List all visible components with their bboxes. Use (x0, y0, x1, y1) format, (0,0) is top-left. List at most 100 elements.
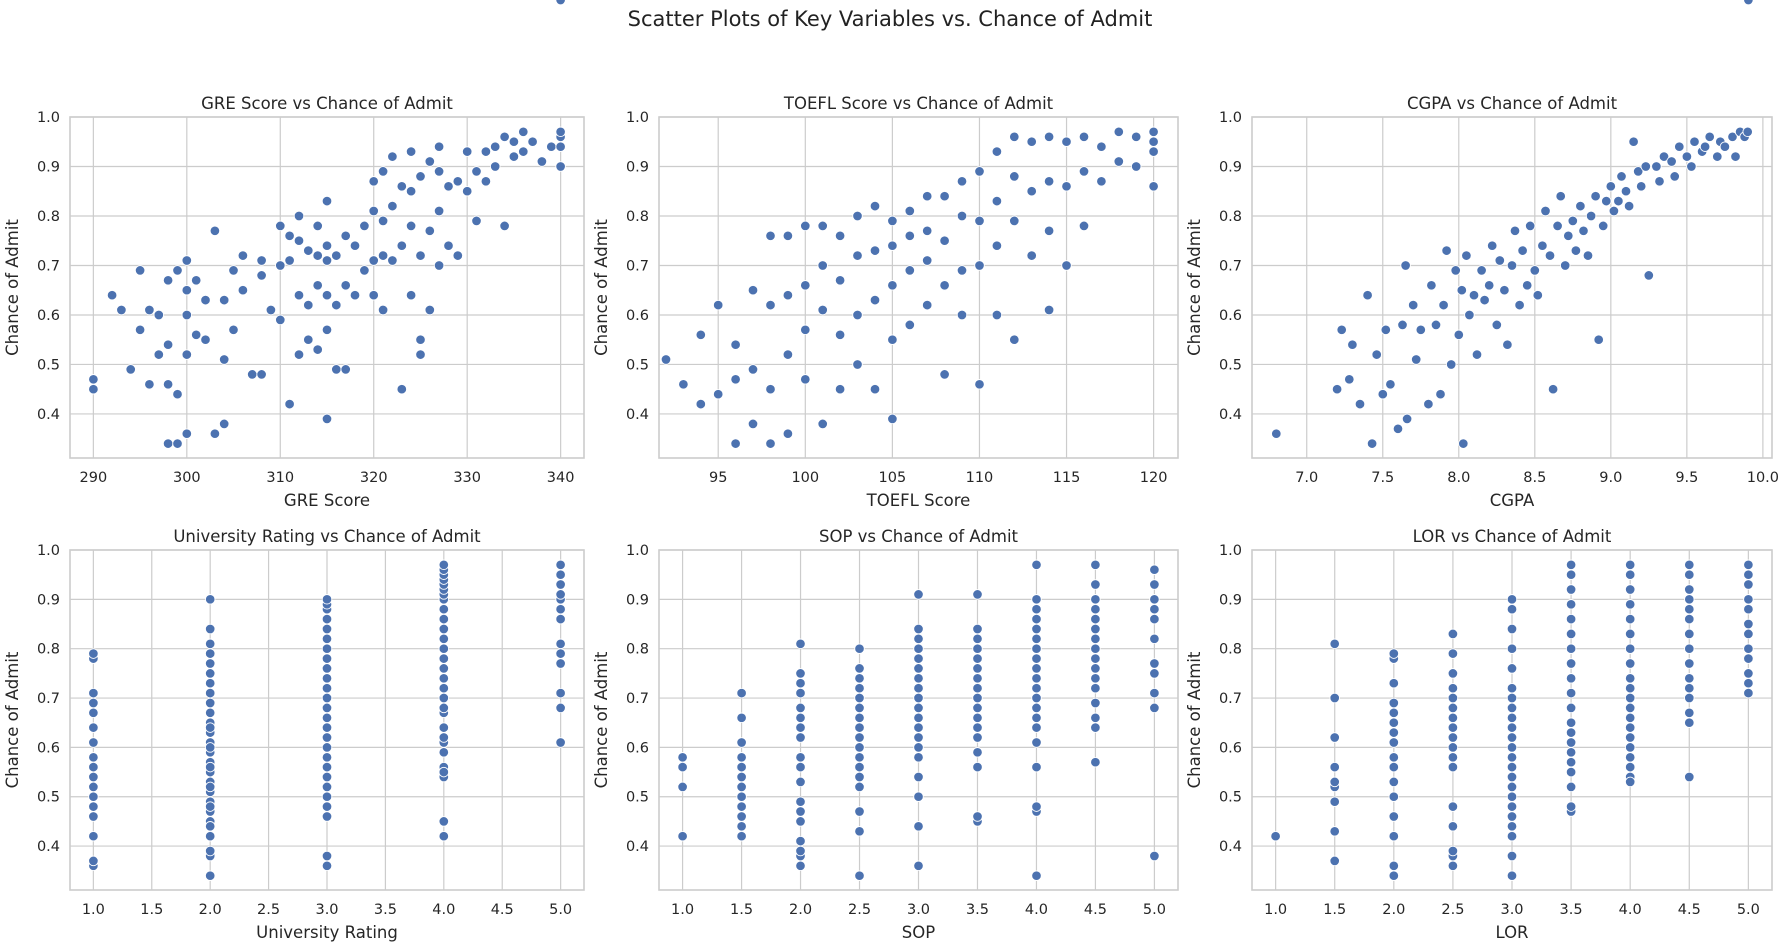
y-tick-label: 0.7 (626, 258, 649, 274)
data-point (913, 673, 924, 684)
x-tick-label: 2.0 (789, 902, 812, 918)
data-point (1453, 329, 1465, 341)
data-point (1608, 205, 1620, 217)
data-point (1712, 151, 1723, 162)
data-point (293, 289, 305, 301)
data-point (1624, 559, 1636, 571)
data-point (1435, 388, 1446, 400)
plot-frame (69, 549, 585, 891)
data-point (736, 761, 747, 773)
data-point (1148, 146, 1159, 157)
data-point (1506, 850, 1518, 862)
data-point (1624, 673, 1636, 684)
data-point (1447, 668, 1459, 679)
data-point (854, 663, 865, 674)
data-point (972, 589, 983, 600)
data-point (116, 304, 127, 316)
data-point (1624, 692, 1636, 704)
data-point (1043, 131, 1055, 143)
y-tick-label: 0.5 (626, 790, 649, 806)
data-point (204, 697, 216, 709)
data-point (438, 702, 450, 714)
data-point (275, 314, 286, 326)
data-point (1388, 648, 1400, 659)
data-point (555, 161, 566, 172)
data-point (438, 653, 450, 664)
data-point (405, 220, 417, 232)
plot-frame (1251, 116, 1773, 459)
data-point (237, 250, 249, 261)
data-point (1565, 727, 1577, 738)
data-point (1009, 215, 1020, 227)
data-point (1426, 280, 1437, 291)
data-point (1388, 707, 1400, 719)
x-tick-label: 4.5 (1678, 902, 1701, 918)
data-point (480, 146, 492, 157)
data-point (321, 255, 333, 266)
data-point (1377, 388, 1389, 400)
data-point (1380, 324, 1392, 336)
data-point (359, 220, 370, 232)
data-point (887, 215, 898, 227)
data-point (1061, 181, 1072, 192)
data-point (1565, 584, 1577, 595)
y-tick-label: 0.8 (1219, 642, 1242, 658)
data-point (499, 131, 510, 143)
data-point (795, 712, 806, 724)
data-point (1471, 349, 1483, 360)
data-point (1565, 673, 1577, 684)
y-tick-label: 0.7 (626, 691, 649, 707)
data-point (321, 623, 333, 635)
x-axis-label: TOEFL Score (866, 491, 971, 510)
data-point (736, 811, 747, 822)
data-point (190, 275, 202, 286)
x-tick-label: 4.0 (1025, 902, 1048, 918)
data-point (1415, 324, 1427, 336)
data-point (972, 702, 983, 714)
data-point (913, 732, 924, 743)
y-tick-label: 0.9 (626, 159, 649, 175)
data-point (765, 299, 776, 311)
data-point (1331, 383, 1343, 395)
x-tick-label: 1.0 (1264, 902, 1287, 918)
data-point (887, 334, 898, 345)
data-point (1031, 653, 1042, 664)
data-point (795, 816, 806, 827)
data-point (1565, 737, 1577, 748)
data-point (1149, 850, 1160, 862)
data-point (1506, 702, 1518, 714)
data-point (852, 309, 863, 321)
data-point (1447, 821, 1459, 832)
data-point (1090, 623, 1101, 635)
plot-frame (658, 549, 1179, 891)
data-point (508, 136, 520, 147)
x-tick-label: 4.5 (1084, 902, 1107, 918)
data-point (438, 766, 450, 778)
data-point (972, 682, 983, 694)
y-tick-label: 0.9 (626, 592, 649, 608)
data-point (204, 687, 216, 699)
x-tick-label: 7.5 (1371, 470, 1394, 486)
data-point (331, 299, 342, 311)
data-point (321, 722, 333, 733)
data-point (736, 830, 747, 842)
data-point (1043, 304, 1055, 316)
data-point (284, 255, 295, 266)
data-point (1590, 190, 1601, 202)
data-point (795, 752, 806, 763)
data-point (331, 250, 342, 261)
data-point (438, 722, 450, 733)
data-point (869, 200, 881, 212)
data-point (795, 796, 806, 807)
data-point (415, 334, 426, 345)
data-point (991, 146, 1003, 157)
data-point (321, 752, 333, 763)
data-point (471, 166, 482, 177)
data-point (1624, 732, 1636, 743)
data-point (1593, 334, 1604, 345)
data-point (678, 379, 689, 390)
data-point (1666, 156, 1677, 167)
data-point (471, 215, 482, 227)
data-point (1447, 722, 1459, 733)
x-tick-label: 3.5 (1560, 902, 1583, 918)
